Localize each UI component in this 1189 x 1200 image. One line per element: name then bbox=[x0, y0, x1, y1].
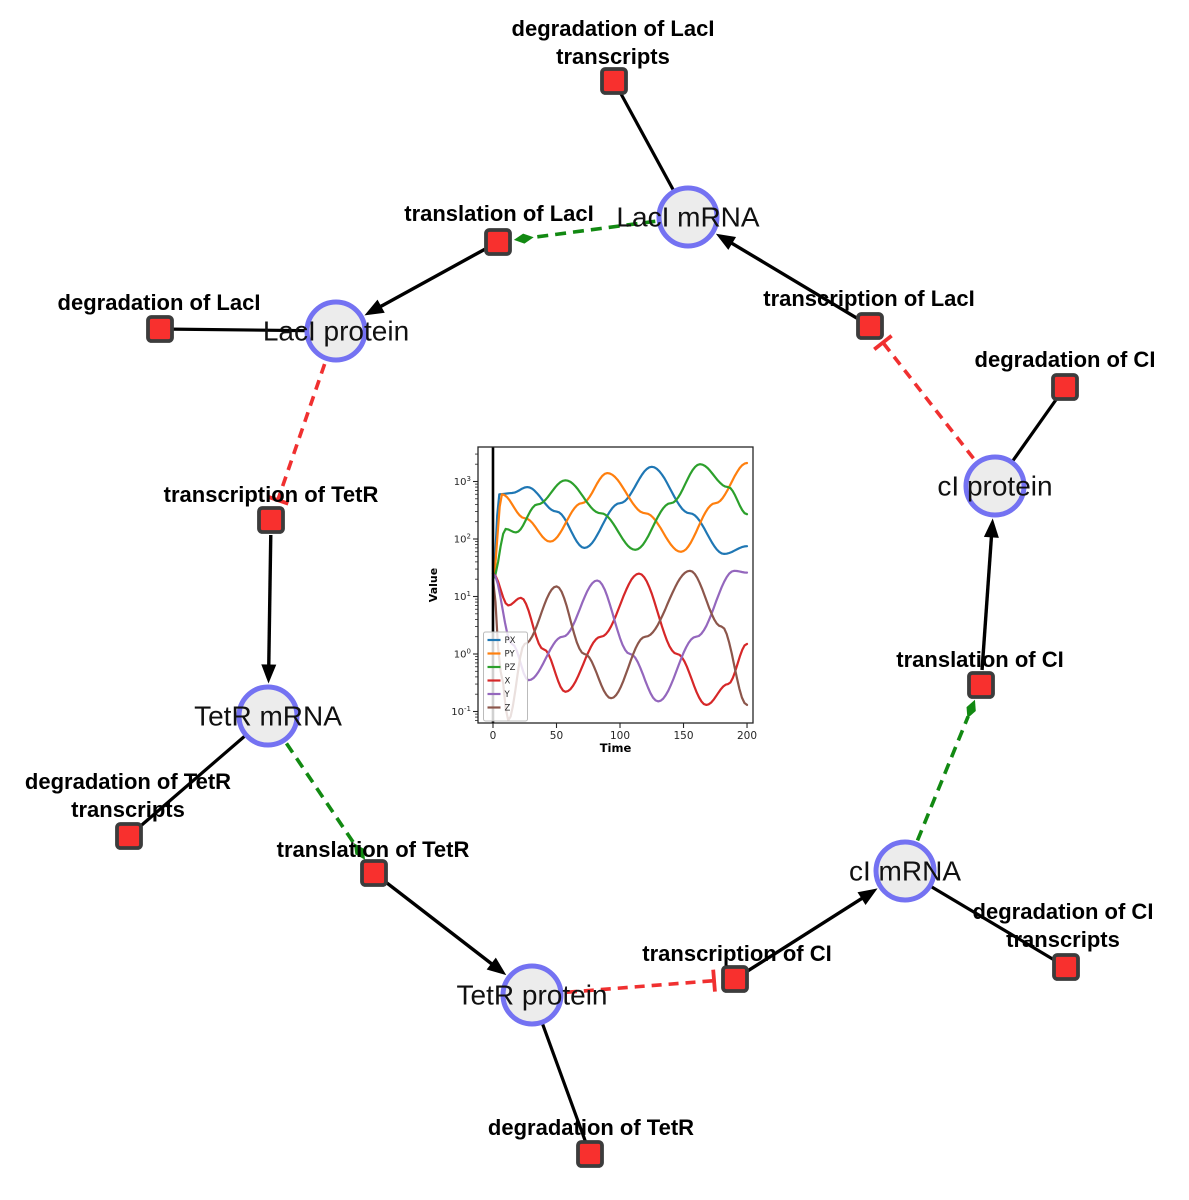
catalysis-arrowhead-icon bbox=[966, 699, 976, 719]
y-axis-title: Value bbox=[427, 568, 440, 602]
reaction-label-translation-ci: translation of CI bbox=[896, 647, 1063, 672]
chart-ticks bbox=[473, 453, 748, 728]
series-line-PZ bbox=[491, 463, 749, 581]
reaction-label-degradation-tetr: degradation of TetR bbox=[488, 1115, 694, 1140]
species-node-tetr-protein[interactable] bbox=[500, 963, 564, 1027]
x-tick-label: 150 bbox=[673, 730, 693, 742]
x-axis-title: Time bbox=[600, 741, 632, 755]
y-tick-label: 10-1 bbox=[451, 705, 471, 718]
species-label-tetr-protein: TetR protein bbox=[457, 980, 608, 1011]
y-tick-label: 100 bbox=[454, 648, 471, 661]
species-label-tetr-mrna: TetR mRNA bbox=[194, 701, 342, 732]
legend-label-PZ: PZ bbox=[505, 663, 516, 673]
inhibition-tbar-icon bbox=[711, 969, 717, 992]
reaction-node-translation-laci[interactable] bbox=[484, 228, 512, 256]
species-label-laci-mrna: LacI mRNA bbox=[616, 202, 759, 233]
edge-product-translation-ci-to-ci-protein bbox=[980, 518, 999, 671]
legend-label-Z: Z bbox=[505, 704, 511, 714]
edge-catalysis-tetr-mrna-to-translation-tetr bbox=[284, 742, 366, 860]
species-label-laci-protein: LacI protein bbox=[263, 316, 409, 347]
reaction-node-degradation-ci-transcripts[interactable] bbox=[1052, 953, 1080, 981]
species-node-tetr-mrna[interactable] bbox=[236, 684, 300, 748]
x-tick-label: 0 bbox=[490, 730, 497, 742]
species-label-ci-mrna: cI mRNA bbox=[849, 856, 961, 887]
edge-catalysis-laci-mrna-to-translation-laci bbox=[513, 219, 656, 244]
edge-product-translation-laci-to-laci-protein bbox=[364, 247, 486, 316]
chart-axes-box bbox=[477, 446, 754, 724]
reaction-label-transcription-laci: transcription of LacI bbox=[763, 286, 974, 311]
arrowhead-icon bbox=[486, 957, 507, 976]
series-line-Z bbox=[491, 569, 749, 722]
reaction-label-transcription-ci: transcription of CI bbox=[642, 941, 831, 966]
reaction-node-translation-ci[interactable] bbox=[967, 671, 995, 699]
y-tick-label: 103 bbox=[454, 475, 471, 488]
x-tick-label: 50 bbox=[550, 730, 563, 742]
inhibition-tbar-icon bbox=[873, 334, 893, 351]
catalysis-arrowhead-icon bbox=[353, 843, 366, 860]
species-label-ci-protein: cI protein bbox=[937, 471, 1052, 502]
reaction-label-transcription-tetr: transcription of TetR bbox=[164, 482, 379, 507]
reaction-node-degradation-tetr-transcripts[interactable] bbox=[115, 822, 143, 850]
arrowhead-icon bbox=[715, 233, 737, 250]
x-tick-label: 200 bbox=[737, 730, 757, 742]
legend-label-Y: Y bbox=[504, 690, 511, 700]
reaction-node-transcription-laci[interactable] bbox=[856, 312, 884, 340]
y-tick-label: 101 bbox=[454, 590, 471, 603]
reaction-node-translation-tetr[interactable] bbox=[360, 859, 388, 887]
edge-product-translation-tetr-to-tetr-protein bbox=[384, 880, 507, 976]
series-line-Y bbox=[491, 569, 749, 703]
species-nodes-layer bbox=[236, 185, 1027, 1027]
edge-product-transcription-ci-to-ci-mrna bbox=[746, 888, 878, 973]
species-node-ci-protein[interactable] bbox=[963, 454, 1027, 518]
species-node-ci-mrna[interactable] bbox=[873, 839, 937, 903]
x-tick-label: 100 bbox=[610, 730, 630, 742]
reaction-nodes-layer bbox=[115, 67, 1080, 1168]
series-line-PX bbox=[491, 465, 749, 581]
arrowhead-icon bbox=[364, 299, 385, 316]
legend-label-PX: PX bbox=[505, 636, 516, 646]
reaction-label-degradation-ci: degradation of CI bbox=[975, 347, 1156, 372]
reaction-node-transcription-ci[interactable] bbox=[721, 965, 749, 993]
edge-inhibition-ci-protein-to-transcription-laci bbox=[873, 334, 975, 460]
arrowhead-icon bbox=[857, 888, 878, 905]
reaction-label-degradation-ci-transcripts: degradation of CI transcripts bbox=[973, 899, 1154, 952]
species-node-laci-mrna[interactable] bbox=[656, 185, 720, 249]
reaction-node-degradation-tetr[interactable] bbox=[576, 1140, 604, 1168]
series-line-X bbox=[491, 572, 749, 706]
chart-legend: PX PY PZ XYZ bbox=[483, 631, 528, 722]
legend-label-X: X bbox=[505, 677, 511, 687]
inhibition-tbar-icon bbox=[266, 494, 289, 506]
reaction-node-transcription-tetr[interactable] bbox=[257, 506, 285, 534]
series-line-PY bbox=[491, 461, 749, 581]
edge-product-transcription-laci-to-laci-mrna bbox=[715, 233, 859, 320]
reaction-label-translation-tetr: translation of TetR bbox=[277, 837, 470, 862]
reaction-label-degradation-laci-transcripts: degradation of LacI transcripts bbox=[512, 16, 715, 69]
edge-inhibition-tetr-protein-to-transcription-ci bbox=[566, 969, 717, 995]
catalysis-arrowhead-icon bbox=[513, 233, 534, 244]
reaction-node-degradation-laci[interactable] bbox=[146, 315, 174, 343]
edge-product-transcription-tetr-to-tetr-mrna bbox=[261, 534, 277, 684]
edge-inhibition-laci-protein-to-transcription-tetr bbox=[266, 363, 327, 506]
reaction-node-degradation-ci[interactable] bbox=[1051, 373, 1079, 401]
arrowhead-icon bbox=[261, 664, 277, 684]
y-tick-label: 102 bbox=[454, 533, 471, 546]
reaction-label-degradation-tetr-transcripts: degradation of TetR transcripts bbox=[25, 769, 231, 822]
arrowhead-icon bbox=[983, 518, 999, 538]
legend-label-PY: PY bbox=[505, 650, 516, 660]
species-node-laci-protein[interactable] bbox=[304, 299, 368, 363]
labels-layer: degradation of LacI transcripts translatio… bbox=[25, 16, 1156, 1140]
reaction-label-translation-laci: translation of LacI bbox=[404, 201, 593, 226]
reaction-label-degradation-laci: degradation of LacI bbox=[58, 290, 261, 315]
reaction-node-degradation-laci-transcripts[interactable] bbox=[600, 67, 628, 95]
edge-catalysis-ci-mrna-to-translation-ci bbox=[915, 699, 976, 842]
